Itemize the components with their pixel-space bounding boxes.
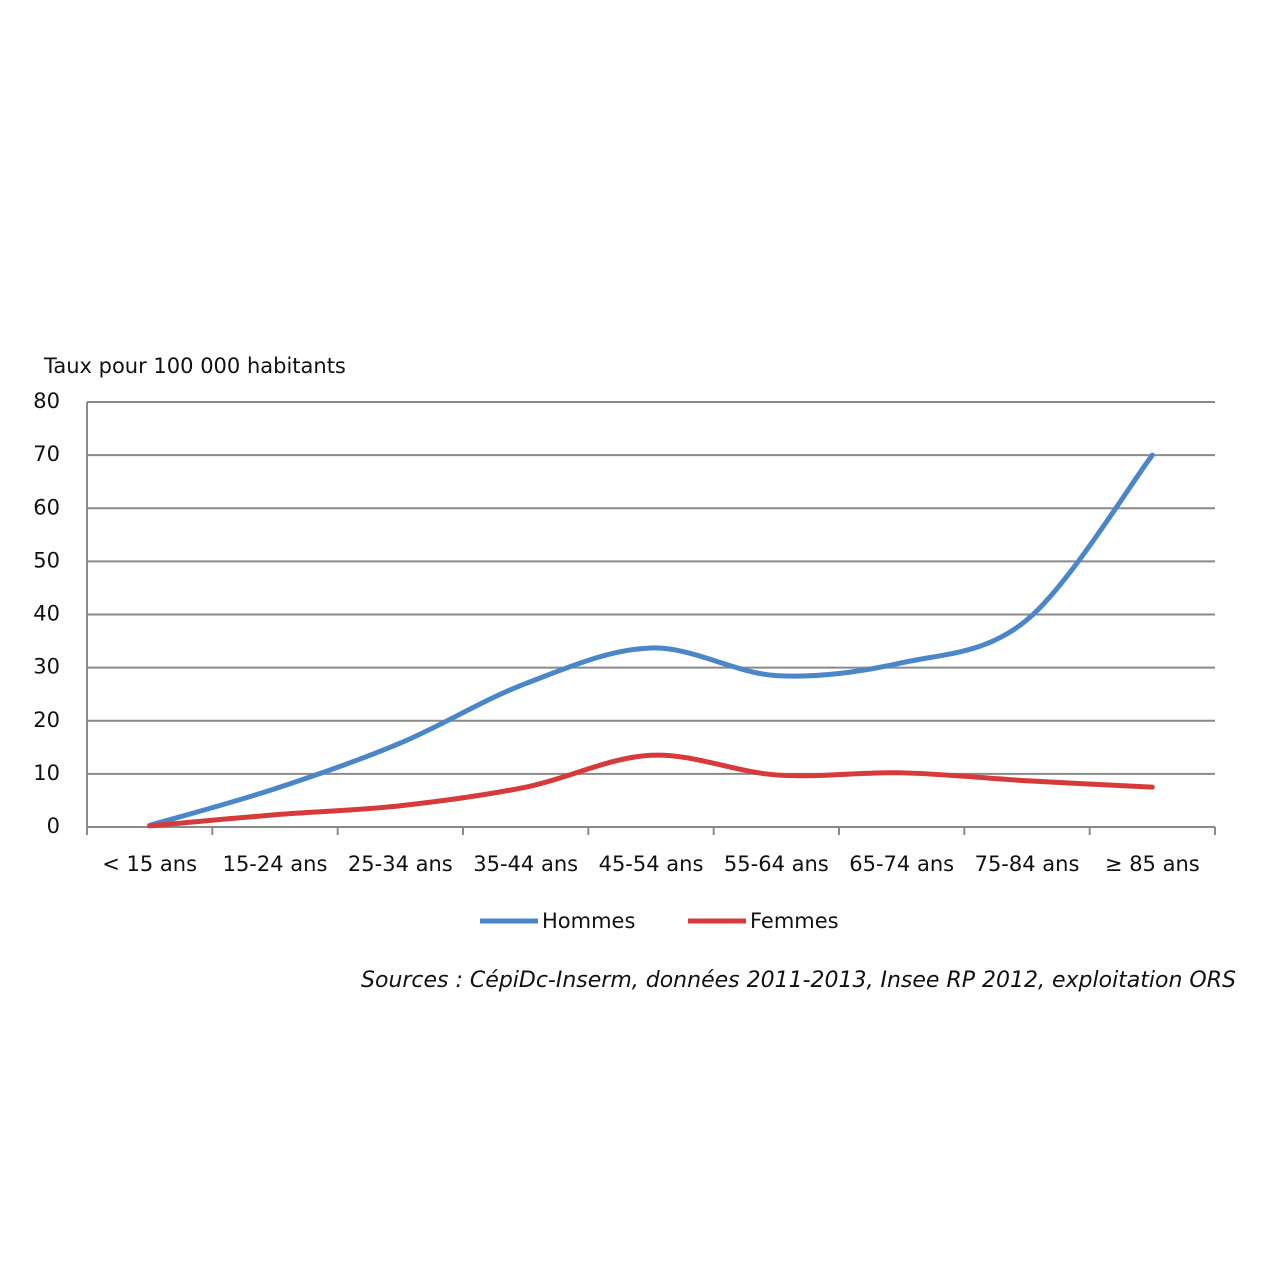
legend-label: Femmes [750, 909, 839, 933]
y-tick-label: 50 [33, 548, 60, 572]
legend-label: Hommes [542, 909, 635, 933]
y-tick-label: 60 [33, 495, 60, 519]
source-note: Sources : CépiDc-Inserm, données 2011-20… [361, 968, 1236, 993]
x-tick-label: 25-34 ans [348, 852, 453, 876]
x-tick-label: < 15 ans [102, 852, 197, 876]
y-tick-label: 70 [33, 442, 60, 466]
y-tick-label: 40 [33, 602, 60, 626]
y-axis-label: Taux pour 100 000 habitants [43, 354, 346, 378]
y-tick-label: 80 [33, 389, 60, 413]
x-tick-label: 45-54 ans [599, 852, 704, 876]
x-tick-label: ≥ 85 ans [1105, 852, 1200, 876]
line-series [147, 452, 1155, 828]
y-tick-label: 10 [33, 761, 60, 785]
x-tick-label: 15-24 ans [223, 852, 328, 876]
x-tick-label: 35-44 ans [473, 852, 578, 876]
x-tick-label: 65-74 ans [849, 852, 954, 876]
y-tick-label: 30 [33, 655, 60, 679]
line-series [147, 752, 1155, 829]
x-tick-label: 55-64 ans [724, 852, 829, 876]
y-tick-label: 0 [47, 814, 60, 838]
x-tick-label: 75-84 ans [975, 852, 1080, 876]
y-tick-label: 20 [33, 708, 60, 732]
